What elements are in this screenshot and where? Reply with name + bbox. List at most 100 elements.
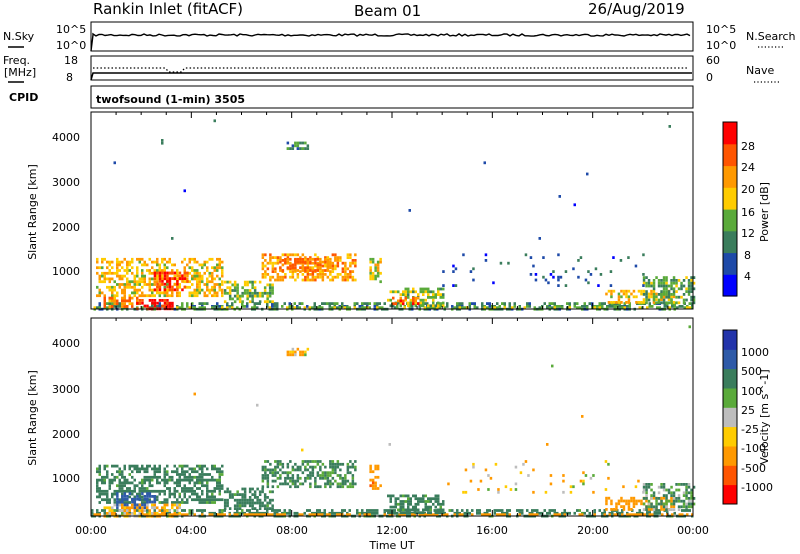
heatmap-cell xyxy=(131,280,134,284)
heatmap-cell xyxy=(627,505,631,508)
heatmap-cell xyxy=(623,302,626,305)
heatmap-cell xyxy=(121,299,124,303)
heatmap-cell xyxy=(476,306,479,310)
heatmap-cell xyxy=(133,274,136,278)
heatmap-cell xyxy=(166,285,169,289)
heatmap-cell xyxy=(218,257,221,261)
heatmap-cell xyxy=(98,492,101,496)
heatmap-cell xyxy=(98,291,101,295)
heatmap-cell xyxy=(389,494,392,498)
heatmap-cell xyxy=(665,508,668,511)
heatmap-cell xyxy=(136,288,139,292)
heatmap-cell xyxy=(587,270,590,273)
heatmap-cell xyxy=(487,474,490,477)
heatmap-cell xyxy=(452,284,455,287)
heatmap-cell xyxy=(141,487,144,490)
heatmap-cell xyxy=(667,290,671,293)
heatmap-cell xyxy=(256,294,259,298)
heatmap-cell xyxy=(468,511,471,515)
heatmap-cell xyxy=(123,484,126,488)
heatmap-cell xyxy=(670,279,673,282)
heatmap-cell xyxy=(151,271,154,275)
heatmap-cell xyxy=(158,291,161,295)
heatmap-cell xyxy=(263,496,267,499)
heatmap-cell xyxy=(665,290,668,293)
heatmap-cell xyxy=(181,274,184,278)
heatmap-cell xyxy=(266,297,269,301)
heatmap-cell xyxy=(645,485,648,489)
heatmap-cell xyxy=(645,491,648,495)
heatmap-cell xyxy=(657,491,661,495)
heatmap-cell xyxy=(294,468,297,472)
heatmap-cell xyxy=(532,490,535,494)
heatmap-cell xyxy=(634,264,638,268)
heatmap-cell xyxy=(528,513,531,517)
heatmap-cell xyxy=(258,493,262,496)
heatmap-cell xyxy=(248,300,252,304)
heatmap-cell xyxy=(281,465,285,469)
heatmap-cell xyxy=(471,513,474,517)
heatmap-cell xyxy=(218,470,221,474)
heatmap-cell xyxy=(680,505,683,509)
heatmap-cell xyxy=(121,500,124,504)
heatmap-cell xyxy=(379,271,382,275)
heatmap-cell xyxy=(652,279,656,282)
heatmap-cell xyxy=(572,267,575,271)
heatmap-cell xyxy=(296,141,300,145)
heatmap-cell xyxy=(178,473,181,476)
power-cbar-tick-8: 8 xyxy=(744,249,751,262)
heatmap-cell xyxy=(607,462,610,466)
heatmap-cell xyxy=(143,506,147,509)
heatmap-cell xyxy=(284,482,287,486)
heatmap-cell xyxy=(586,172,589,176)
heatmap-cell xyxy=(98,487,101,490)
heatmap-cell xyxy=(176,470,179,474)
heatmap-cell xyxy=(642,298,646,301)
heatmap-cell xyxy=(276,273,280,276)
colorbar-segment xyxy=(723,465,737,486)
heatmap-cell xyxy=(148,294,151,298)
heatmap-cell xyxy=(427,304,430,308)
heatmap-cell xyxy=(248,509,251,512)
heatmap-cell xyxy=(148,489,151,493)
heatmap-cell xyxy=(344,261,347,265)
heatmap-cell xyxy=(296,147,300,150)
heatmap-cell xyxy=(153,294,156,298)
heatmap-cell xyxy=(486,302,489,305)
heatmap-cell xyxy=(193,513,196,517)
heatmap-cell xyxy=(437,494,440,498)
heatmap-cell xyxy=(181,501,184,504)
heatmap-cell xyxy=(238,493,242,496)
heatmap-cell xyxy=(218,473,221,476)
velocity-cells xyxy=(91,325,696,518)
heatmap-cell xyxy=(183,280,186,284)
heatmap-cell xyxy=(186,489,189,493)
heatmap-cell xyxy=(108,498,111,502)
heatmap-cell xyxy=(123,257,126,261)
heatmap-cell xyxy=(248,498,252,502)
heatmap-cell xyxy=(432,296,435,299)
heatmap-cell xyxy=(253,286,257,290)
x-tick-1: 04:00 xyxy=(175,524,207,537)
heatmap-cell xyxy=(258,302,261,305)
heatmap-cell xyxy=(143,470,146,474)
heatmap-cell xyxy=(253,493,257,496)
heatmap-cell xyxy=(583,302,586,305)
heatmap-cell xyxy=(291,353,295,357)
heatmap-cell xyxy=(141,512,144,515)
heatmap-cell xyxy=(363,513,366,517)
heatmap-cell xyxy=(306,147,310,150)
heatmap-cell xyxy=(296,269,300,272)
heatmap-cell xyxy=(176,282,179,286)
heatmap-cell xyxy=(211,271,214,275)
heatmap-cell xyxy=(203,509,206,512)
heatmap-cell xyxy=(417,511,420,515)
heatmap-cell xyxy=(213,269,216,272)
heatmap-cell xyxy=(283,513,286,517)
heatmap-cell xyxy=(276,306,279,310)
heatmap-cell xyxy=(336,264,340,268)
heatmap-cell xyxy=(407,290,410,294)
power-cbar-tick-12: 12 xyxy=(741,227,755,240)
heatmap-cell xyxy=(188,481,191,485)
heatmap-cell xyxy=(432,298,435,302)
